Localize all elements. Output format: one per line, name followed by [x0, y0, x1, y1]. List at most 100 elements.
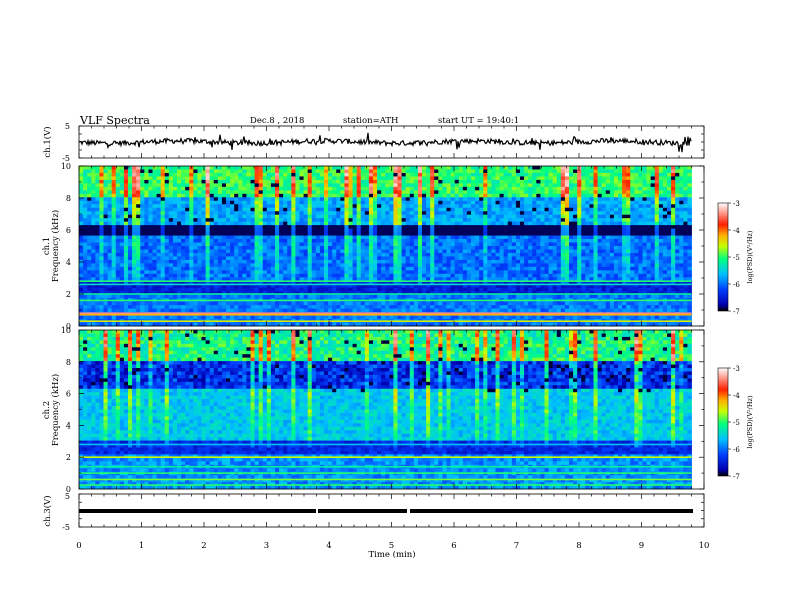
spectrogram-cell — [630, 239, 635, 243]
spectrogram-cell — [671, 249, 676, 254]
spectrogram-cell — [377, 228, 382, 233]
spectrogram-cell — [103, 232, 108, 236]
spectrogram-cell — [622, 256, 627, 261]
spectrogram-cell — [319, 266, 325, 271]
spectrogram-cell — [83, 277, 88, 282]
spectrogram-cell — [205, 214, 211, 219]
spectrogram-cell — [450, 263, 456, 268]
spectrogram-cell — [430, 169, 435, 174]
spectrogram-cell — [230, 166, 235, 170]
spectrogram-cell — [185, 197, 190, 202]
spectrogram-cell — [532, 183, 537, 188]
spectrogram-cell — [658, 228, 664, 233]
spectrogram-cell — [511, 252, 517, 257]
spectrogram-cell — [601, 218, 607, 223]
spectrogram-cell — [152, 221, 157, 226]
spectrogram-cell — [185, 186, 190, 191]
spectrogram-cell — [536, 263, 541, 268]
ch1-ylabel: ch.1(V) — [42, 126, 53, 157]
spectrogram-cell — [189, 186, 194, 191]
spectrogram-cell — [409, 176, 415, 181]
spectrogram-cell — [132, 214, 137, 219]
spectrogram-cell — [156, 225, 162, 230]
spectrogram-cell — [491, 166, 496, 170]
spectrogram-cell — [266, 218, 272, 223]
spectrogram-cell — [532, 242, 537, 247]
spectrogram-cell — [283, 211, 288, 216]
spectrogram-cell — [483, 232, 488, 236]
spectrogram-cell — [242, 228, 247, 233]
spectrogram-cell — [279, 259, 284, 264]
spectrogram-cell — [626, 204, 631, 209]
spectrogram-cell — [303, 176, 309, 181]
spectrogram-cell — [675, 200, 680, 205]
spectrogram-cell — [340, 193, 345, 198]
spectrogram-cell — [295, 266, 300, 271]
spectrogram-cell — [540, 259, 545, 264]
spectrogram-cell — [679, 221, 684, 226]
spectrogram-cell — [397, 172, 402, 177]
spectrogram-cell — [99, 190, 104, 195]
spectrogram-cell — [140, 200, 145, 205]
spectrogram-cell — [499, 176, 505, 181]
spectrogram-cell — [250, 176, 255, 181]
spectrogram-cell — [328, 172, 333, 177]
spectrogram-cell — [332, 176, 337, 181]
spectrogram-cell — [91, 204, 96, 209]
spectrogram-cell — [123, 190, 129, 195]
spectrogram-cell — [650, 270, 656, 275]
spectrogram-cell — [123, 200, 129, 205]
spectrogram-cell — [683, 225, 688, 230]
spectrogram-cell — [275, 186, 280, 191]
spectrogram-cell — [679, 207, 684, 212]
spectrogram-cell — [536, 183, 541, 188]
spectrogram-cell — [172, 228, 178, 233]
spectrogram-cell — [479, 273, 484, 278]
spectrogram-cell — [626, 228, 631, 233]
spectrogram-cell — [319, 179, 325, 184]
spectrogram-cell — [422, 266, 427, 271]
spectrogram-cell — [475, 193, 480, 198]
spectrogram-cell — [667, 263, 672, 268]
spectrogram-cell — [230, 263, 235, 268]
spectrogram-cell — [462, 256, 468, 261]
spectrogram-cell — [540, 204, 545, 209]
spectrogram-cell — [528, 232, 533, 236]
spectrogram-cell — [426, 235, 431, 240]
spectrogram-cell — [405, 246, 411, 250]
spectrogram-cell — [438, 252, 443, 257]
spectrogram-cell — [426, 246, 431, 250]
spectrogram-cell — [368, 263, 374, 268]
spectrogram-cell — [246, 169, 251, 174]
spectrogram-cell — [630, 211, 635, 216]
spectrogram-cell — [597, 246, 603, 250]
spectrogram-cell — [564, 266, 570, 271]
spectrogram-cell — [413, 193, 419, 198]
spectrogram-cell — [324, 239, 329, 243]
spectrogram-cell — [230, 183, 235, 188]
spectrogram-cell — [270, 207, 276, 212]
spectrogram-cell — [87, 166, 92, 170]
spectrogram-cell — [532, 172, 537, 177]
spectrogram-cell — [111, 190, 117, 195]
spectrogram-cell — [450, 235, 456, 240]
spectrogram-cell — [458, 263, 464, 268]
spectrogram-cell — [368, 211, 374, 216]
spectrogram-cell — [332, 239, 337, 243]
spectrogram-cell — [140, 246, 145, 250]
spectrogram-cell — [475, 183, 480, 188]
spectrogram-cell — [401, 252, 407, 257]
spectrogram-cell — [662, 239, 668, 243]
spectrogram-cell — [524, 263, 529, 268]
spectrogram-cell — [462, 242, 468, 247]
spectrogram-cell — [581, 186, 586, 191]
spectrogram-cell — [307, 259, 313, 264]
spectrogram-cell — [430, 186, 435, 191]
spectrogram-cell — [87, 228, 92, 233]
spectrogram-cell — [213, 211, 219, 216]
spectrogram-cell — [291, 266, 296, 271]
spectrogram-cell — [266, 197, 272, 202]
spectrogram-cell — [193, 252, 198, 257]
spectrogram-cell — [515, 197, 521, 202]
spectrogram-cell — [613, 193, 619, 198]
